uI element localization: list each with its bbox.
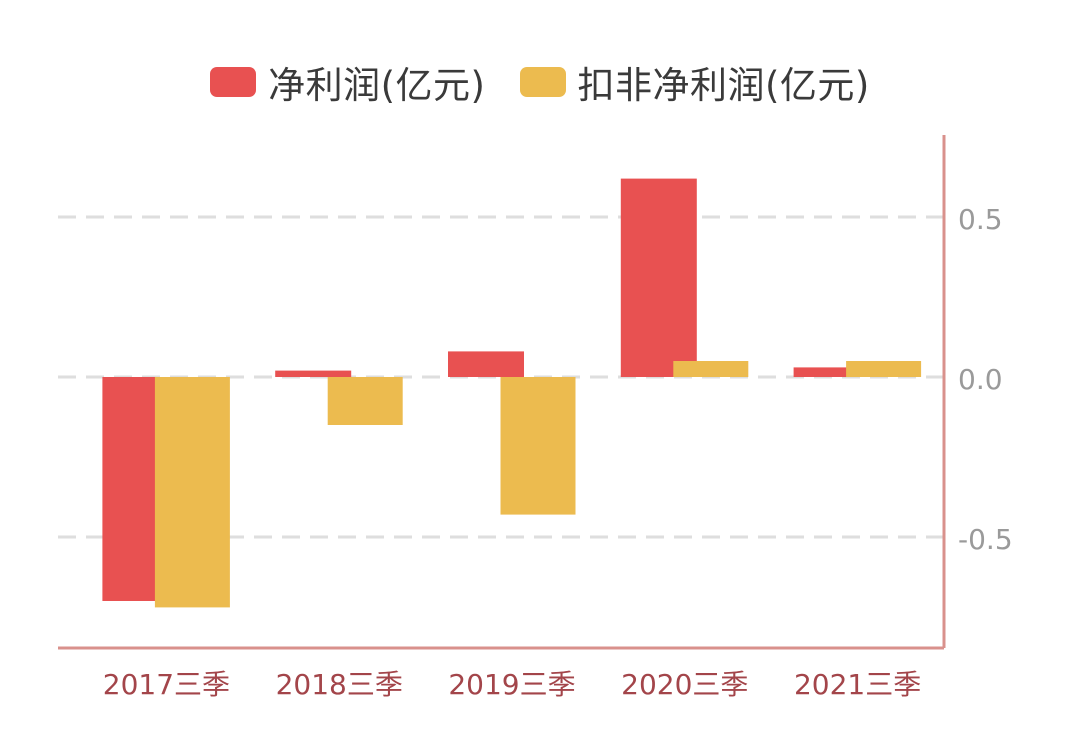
legend-swatch-net-profit [210,67,257,97]
y-tick-label: 0.5 [958,203,1003,236]
bar-deducted-net-profit[interactable] [154,377,230,608]
y-tick-label: 0.0 [958,363,1003,396]
legend-label-net-profit: 净利润(亿元) [268,64,486,107]
x-tick-label: 2019三季 [448,668,575,701]
bar-net-profit[interactable] [620,178,697,377]
bar-net-profit[interactable] [793,367,870,377]
x-tick-label: 2021三季 [794,668,921,701]
legend-item-deducted-net-profit[interactable]: 扣非净利润(亿元) [519,55,870,109]
legend-label-deducted-net-profit: 扣非净利润(亿元) [577,64,870,107]
bar-net-profit[interactable] [275,370,352,377]
x-tick-label: 2017三季 [103,668,230,701]
legend-item-net-profit[interactable]: 净利润(亿元) [210,55,485,109]
bar-deducted-net-profit[interactable] [673,361,749,377]
bar-deducted-net-profit[interactable] [846,361,922,377]
bar-deducted-net-profit[interactable] [500,377,576,515]
x-tick-label: 2018三季 [276,668,403,701]
x-tick-label: 2020三季 [621,668,748,701]
y-tick-label: -0.5 [958,523,1013,556]
bar-deducted-net-profit[interactable] [327,377,403,425]
bar-net-profit[interactable] [448,351,524,377]
legend-swatch-deducted-net-profit [519,67,566,97]
legend: 净利润(亿元) 扣非净利润(亿元) [0,52,1080,112]
